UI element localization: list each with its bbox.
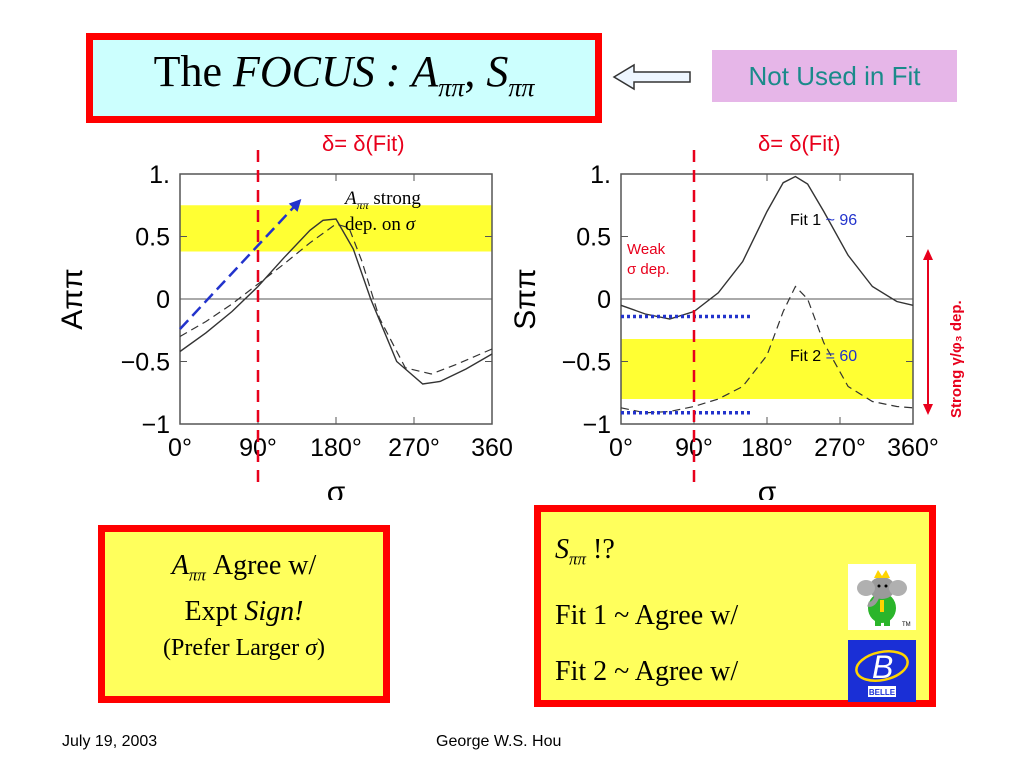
- box-left-expt: Expt: [184, 595, 238, 627]
- title-comma: ,: [464, 47, 476, 96]
- fit2-text: Fit 2: [790, 348, 822, 365]
- not-used-label: Not Used in Fit: [712, 50, 957, 102]
- highlight-band: [180, 205, 492, 252]
- annotation-sigma: σ: [405, 213, 416, 235]
- weak-sigma-label: Weak σ dep.: [627, 240, 670, 280]
- conclusion-box-right: Sππ !? Fit 1 ~ Agree w/ Fit 2 ~ Agree w/…: [534, 505, 936, 707]
- y-tick-label: −0.5: [562, 349, 611, 377]
- title-prefix: The: [153, 47, 222, 96]
- x-tick-label: 270°: [388, 434, 440, 462]
- x-tick-label: 180°: [741, 434, 793, 462]
- slide-title: The FOCUS : Aππ, Sππ: [93, 46, 595, 103]
- x-tick-label: 180°: [310, 434, 362, 462]
- x-tick-label: 360: [471, 434, 513, 462]
- title-s-sub: ππ: [508, 73, 535, 102]
- footer-date: July 19, 2003: [62, 733, 158, 750]
- delta-label-right: δ= δ(Fit): [758, 131, 841, 156]
- fit2-value: = 60: [825, 348, 858, 365]
- y-tick-label: 0: [597, 286, 611, 314]
- babar-logo: TM: [848, 564, 916, 630]
- title-colon: :: [385, 47, 401, 96]
- x-tick-label: 270°: [814, 434, 866, 462]
- belle-logo-text: BELLE: [869, 688, 896, 697]
- highlight-band: [621, 339, 913, 399]
- y-tick-label: −1: [141, 411, 170, 439]
- box-left-agree: Agree w/: [212, 550, 317, 581]
- arrow-head: [288, 199, 302, 212]
- title-focus: FOCUS: [232, 47, 375, 96]
- fit2-label: Fit 2 = 60: [790, 348, 857, 366]
- annotation-a-strong: Aππ strong dep. on σ: [345, 189, 421, 235]
- box-left-a-sub: ππ: [188, 565, 206, 585]
- box-left-line3: (Prefer Larger σ): [105, 630, 383, 666]
- annotation-a: A: [345, 188, 357, 209]
- box-left-sigma: σ: [305, 634, 317, 661]
- box-left-prefer: (Prefer Larger: [163, 634, 300, 661]
- x-tick-label: 360°: [887, 434, 939, 462]
- y-tick-label: 0.5: [576, 224, 611, 252]
- x-tick-label: 0°: [168, 434, 192, 462]
- fit1-label: Fit 1 ~ 96: [790, 212, 857, 230]
- svg-text:B: B: [872, 649, 893, 685]
- logo-tm: TM: [902, 622, 911, 628]
- footer-author: George W.S. Hou: [436, 733, 562, 750]
- box-left-line2: Expt Sign!: [105, 594, 383, 630]
- title-box: The FOCUS : Aππ, Sππ: [86, 33, 602, 123]
- y-tick-label: −1: [582, 411, 611, 439]
- series-solid-line: [179, 218, 493, 385]
- fit1-value: ~ 96: [825, 212, 858, 229]
- annotation-strong: strong: [373, 188, 421, 209]
- box-left-sign: Sign!: [244, 595, 304, 627]
- box-right-s: S: [555, 534, 569, 565]
- title-a: A: [411, 47, 439, 96]
- title-s: S: [486, 47, 509, 96]
- x-axis-label: σ: [327, 476, 346, 500]
- box-right-line1: Sππ !?: [555, 522, 738, 588]
- annotation-a-sub: ππ: [356, 197, 369, 212]
- y-axis-label: Sππ: [509, 268, 542, 329]
- annotation-dep-on: dep. on: [345, 213, 401, 235]
- belle-logo: B BELLE: [848, 640, 916, 702]
- fit1-text: Fit 1: [790, 212, 822, 229]
- series-dashed-line: [179, 223, 493, 375]
- y-tick-label: 0: [156, 286, 170, 314]
- y-tick-label: 0.5: [135, 224, 170, 252]
- y-tick-label: −0.5: [121, 349, 170, 377]
- delta-label-left: δ= δ(Fit): [322, 131, 405, 156]
- weak-line1: Weak: [627, 241, 666, 258]
- y-tick-label: 1.: [590, 161, 611, 189]
- x-tick-label: 0°: [609, 434, 633, 462]
- y-tick-label: 1.: [149, 161, 170, 189]
- double-arrow-icon: [923, 249, 933, 415]
- x-axis-label: σ: [758, 476, 777, 500]
- conclusion-box-left: Aππ Agree w/ Expt Sign! (Prefer Larger σ…: [98, 525, 390, 703]
- box-right-line3: Fit 2 ~ Agree w/: [555, 655, 739, 687]
- box-left-a: A: [171, 550, 189, 581]
- weak-line2: σ dep.: [627, 261, 670, 278]
- strong-label: Strong γ/φ₃ dep.: [948, 300, 965, 418]
- box-right-exclaim: !?: [593, 534, 615, 565]
- left-arrow-icon: [612, 63, 691, 91]
- box-left-paren: ): [316, 634, 325, 661]
- box-left-line1: Aππ Agree w/: [105, 548, 383, 594]
- box-right-s-sub: ππ: [569, 549, 587, 569]
- box-right-line2: Fit 1 ~ Agree w/: [555, 599, 739, 631]
- y-axis-label: Aππ: [56, 268, 89, 329]
- dashed-arrow: [179, 198, 303, 330]
- title-a-sub: ππ: [438, 73, 465, 102]
- series-dashed-line: [620, 285, 914, 414]
